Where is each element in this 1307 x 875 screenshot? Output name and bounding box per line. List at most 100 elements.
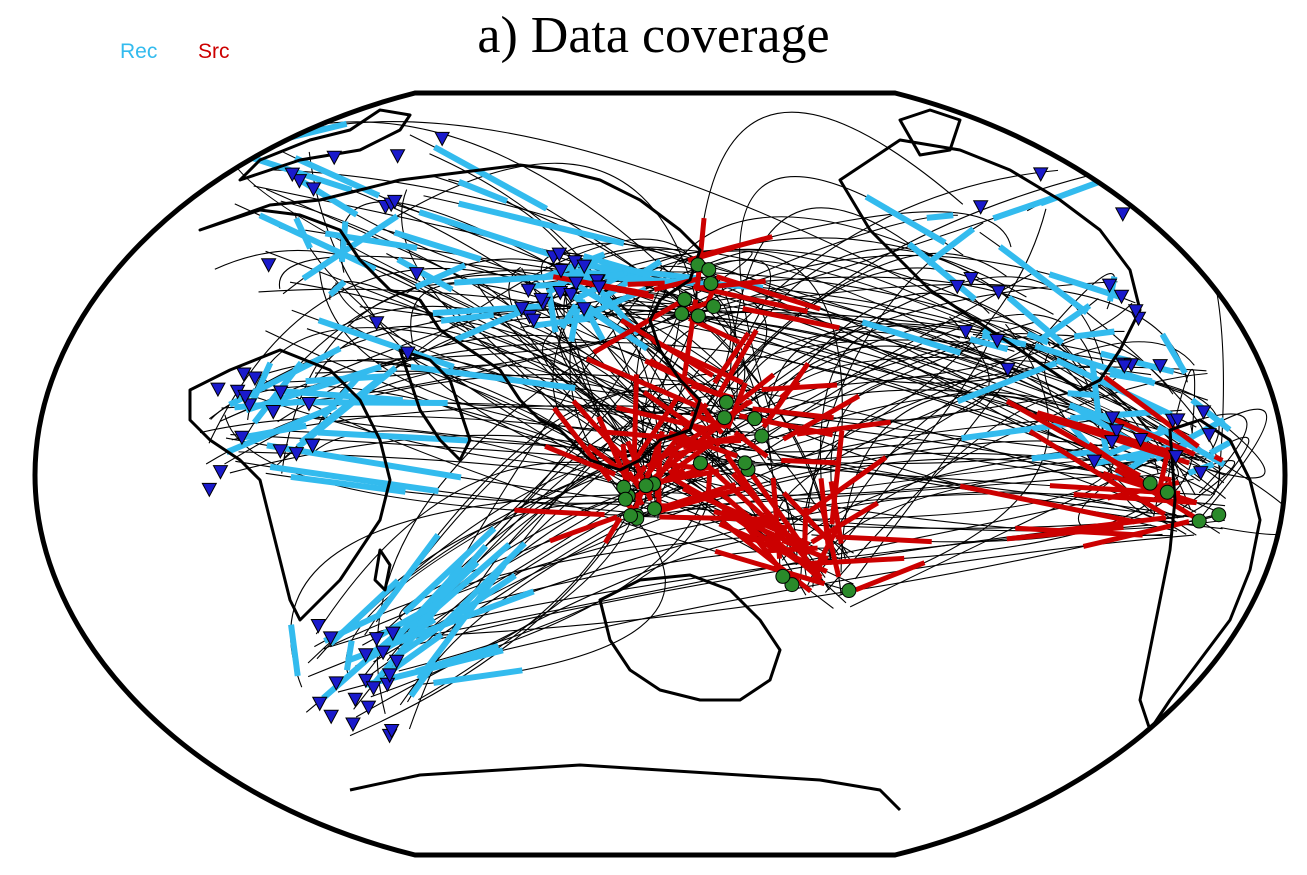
receiver-segment <box>961 419 1079 442</box>
receiver-triangle-icon <box>311 696 328 712</box>
receiver-triangle-icon <box>591 280 607 296</box>
receiver-segment <box>1038 303 1092 343</box>
receiver-segment <box>317 317 455 370</box>
receiver-triangle-icon <box>357 673 374 689</box>
receiver-segment <box>1109 371 1153 385</box>
receiver-segment <box>454 268 628 286</box>
receiver-triangle-icon <box>1113 289 1130 305</box>
receiver-triangle-icon <box>357 648 374 663</box>
receiver-stations <box>201 124 1217 744</box>
receiver-triangle-icon <box>247 371 263 387</box>
source-segment <box>1036 410 1168 454</box>
receiver-triangle-icon <box>368 632 385 647</box>
source-segment <box>781 457 839 466</box>
receiver-triangle-icon <box>990 285 1007 300</box>
receiver-triangle-icon <box>1127 304 1144 319</box>
receiver-segment <box>546 294 559 333</box>
receiver-triangle-icon <box>360 700 377 716</box>
source-segment <box>761 382 838 393</box>
receiver-triangle-icon <box>323 709 340 725</box>
receiver-segment <box>393 229 482 263</box>
source-segment <box>644 358 720 398</box>
receiver-triangle-icon <box>225 124 241 139</box>
source-segment <box>802 455 888 518</box>
receiver-triangle-icon <box>1201 428 1217 443</box>
receiver-triangle-icon <box>1192 466 1209 481</box>
receiver-segment <box>1190 397 1232 433</box>
source-segment <box>571 399 633 467</box>
receiver-triangle-icon <box>434 131 450 147</box>
source-circle-icon <box>674 306 690 322</box>
receiver-triangle-icon <box>989 334 1006 349</box>
source-segment <box>1103 374 1200 449</box>
source-circle-icon <box>692 455 708 471</box>
source-segment <box>585 356 703 411</box>
receiver-triangle-icon <box>553 263 569 279</box>
receiver-triangle-icon <box>1167 450 1184 465</box>
source-segment <box>552 406 613 482</box>
receiver-segment <box>436 541 527 633</box>
source-circle-icon <box>690 308 706 324</box>
receiver-segment <box>414 262 467 290</box>
source-circle-icon <box>646 501 662 517</box>
receiver-segment <box>1055 357 1173 418</box>
receiver-triangle-icon <box>972 200 989 215</box>
receiver-triangle-icon <box>1108 424 1125 439</box>
receiver-triangle-icon <box>260 258 277 273</box>
receiver-segment <box>324 230 418 252</box>
receiver-triangle-icon <box>288 447 305 462</box>
source-circle-icon <box>1159 484 1175 500</box>
receiver-triangle-icon <box>347 692 364 708</box>
receiver-segment <box>457 179 509 204</box>
receiver-triangle-icon <box>304 438 321 454</box>
receiver-triangle-icon <box>284 167 301 183</box>
receiver-triangle-icon <box>326 150 343 166</box>
receiver-triangle-icon <box>345 717 361 733</box>
receiver-triangle-icon <box>1116 359 1133 374</box>
receiver-segment <box>1089 361 1102 420</box>
receiver-triangle-icon <box>272 385 289 401</box>
coastline-madagascar <box>373 548 392 592</box>
receiver-triangle-icon <box>533 292 550 308</box>
source-segment <box>810 500 879 545</box>
receiver-triangle-icon <box>1195 405 1212 420</box>
source-segment <box>631 374 639 464</box>
source-circle-icon <box>622 508 638 524</box>
source-circle-icon <box>676 291 692 307</box>
receiver-triangle-icon <box>388 654 405 670</box>
receiver-segment <box>861 319 962 356</box>
receiver-triangle-icon <box>576 259 593 275</box>
receiver-triangle-icon <box>963 272 979 287</box>
map-title: a) Data coverage <box>477 7 830 64</box>
receiver-segment <box>926 212 954 221</box>
receiver-segment <box>410 363 576 392</box>
receiver-triangle-icon <box>212 465 229 480</box>
receiver-triangle-icon <box>210 382 226 398</box>
receiver-segment <box>1026 331 1050 346</box>
source-segment <box>737 372 776 404</box>
receiver-triangle-icon <box>999 362 1016 378</box>
receiver-triangle-icon <box>375 645 391 661</box>
receiver-triangle-icon <box>400 346 416 362</box>
receiver-triangle-icon <box>551 247 568 263</box>
source-segment <box>752 406 834 421</box>
receiver-triangle-icon <box>957 325 974 340</box>
source-segment <box>652 338 744 386</box>
receiver-triangle-icon <box>386 194 403 210</box>
receiver-triangle-icon <box>525 313 542 329</box>
receiver-segment <box>328 279 347 297</box>
receiver-triangle-icon <box>576 302 592 317</box>
receiver-segment <box>402 526 497 616</box>
receiver-segment <box>396 256 454 293</box>
source-segment <box>714 548 826 587</box>
receiver-segment <box>296 365 398 450</box>
receiver-triangle-icon <box>1169 413 1186 428</box>
receiver-triangle-icon <box>1152 359 1168 374</box>
receiver-triangle-icon <box>1101 278 1118 294</box>
receiver-segment <box>225 403 338 456</box>
receiver-segment <box>864 194 947 246</box>
source-segment <box>626 470 642 490</box>
source-segment <box>1111 416 1196 457</box>
coastline-north-america <box>838 138 1142 392</box>
